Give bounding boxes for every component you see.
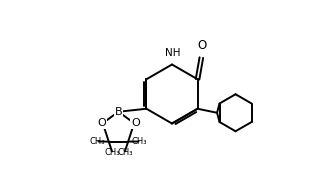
Text: CH₃: CH₃ (131, 137, 147, 146)
Text: CH₃: CH₃ (117, 148, 132, 157)
Text: NH: NH (165, 48, 180, 58)
Text: B: B (115, 107, 122, 117)
Text: O: O (131, 118, 140, 128)
Text: O: O (97, 118, 106, 128)
Text: CH₃: CH₃ (90, 137, 106, 146)
Text: CH₃: CH₃ (104, 148, 120, 157)
Text: O: O (197, 39, 206, 52)
